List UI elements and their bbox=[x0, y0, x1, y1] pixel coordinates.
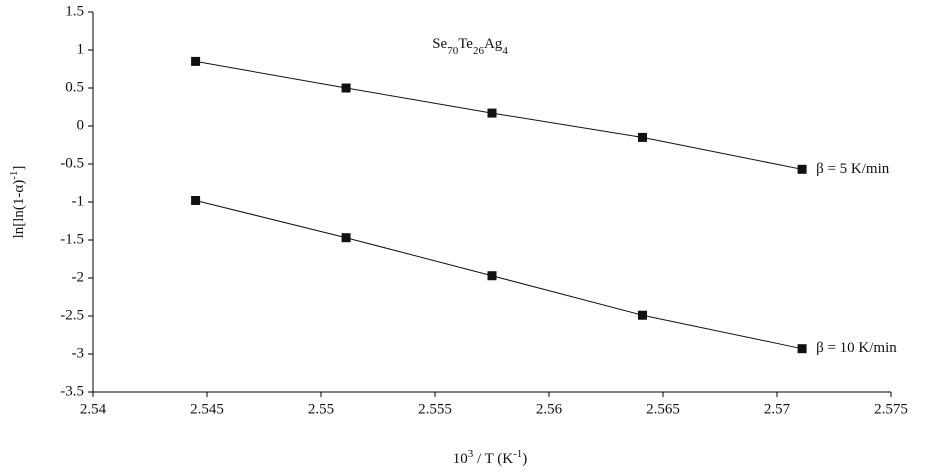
x-tick-label: 2.575 bbox=[874, 401, 908, 417]
y-tick-label: 0 bbox=[77, 117, 85, 133]
y-tick-label: -3 bbox=[72, 345, 85, 361]
x-tick-label: 2.545 bbox=[190, 401, 224, 417]
x-axis-label: 103 / T (K-1) bbox=[453, 448, 528, 468]
x-tick-label: 2.55 bbox=[308, 401, 334, 417]
y-axis-label-part: ln[ln(1-α) bbox=[11, 180, 27, 239]
chart-title-part: Ag bbox=[484, 36, 503, 52]
x-tick-label: 2.56 bbox=[536, 401, 563, 417]
x-axis-label-part: 3 bbox=[468, 448, 474, 460]
x-tick-label: 2.565 bbox=[646, 401, 680, 417]
x-axis-label-part: / T (K bbox=[473, 451, 513, 467]
chart-title-part: 4 bbox=[502, 45, 508, 57]
chart-title-part: 70 bbox=[447, 45, 459, 57]
x-tick-label: 2.54 bbox=[80, 401, 107, 417]
chart-title-part: Se bbox=[432, 36, 447, 52]
y-tick-label: 1.5 bbox=[65, 3, 84, 19]
x-tick-label: 2.57 bbox=[764, 401, 791, 417]
y-tick-label: -3.5 bbox=[60, 383, 84, 399]
x-axis-label-part: 10 bbox=[453, 451, 468, 467]
marker bbox=[341, 233, 351, 243]
marker bbox=[487, 271, 497, 281]
y-tick-label: -1.5 bbox=[60, 231, 84, 247]
chart-title: Se70Te26Ag4 bbox=[432, 36, 508, 56]
y-axis-label-part: ] bbox=[11, 166, 27, 171]
marker bbox=[191, 195, 201, 205]
series-line bbox=[195, 60, 803, 170]
y-axis-label-part: -1 bbox=[8, 171, 20, 180]
x-tick-label: 2.555 bbox=[418, 401, 452, 417]
chart-title-part: Te bbox=[458, 36, 473, 52]
y-axis-label: ln[ln(1-α)-1] bbox=[8, 166, 28, 239]
series-line bbox=[195, 199, 803, 350]
y-tick-label: -2.5 bbox=[60, 307, 84, 323]
marker bbox=[191, 56, 201, 66]
series-label: β = 10 K/min bbox=[816, 340, 897, 356]
chart-title-part: 26 bbox=[473, 45, 485, 57]
y-tick-label: -0.5 bbox=[60, 155, 84, 171]
marker bbox=[637, 132, 647, 142]
y-tick-label: 0.5 bbox=[65, 79, 84, 95]
y-tick-label: -2 bbox=[72, 269, 85, 285]
marker bbox=[341, 83, 351, 93]
series-label: β = 5 K/min bbox=[816, 161, 890, 177]
marker bbox=[797, 164, 807, 174]
marker bbox=[487, 108, 497, 118]
y-tick-label: 1 bbox=[77, 41, 85, 57]
marker bbox=[797, 344, 807, 354]
x-axis-label-part: -1 bbox=[513, 448, 522, 460]
x-axis-label-part: ) bbox=[522, 451, 527, 467]
y-tick-label: -1 bbox=[72, 193, 85, 209]
marker bbox=[637, 310, 647, 320]
